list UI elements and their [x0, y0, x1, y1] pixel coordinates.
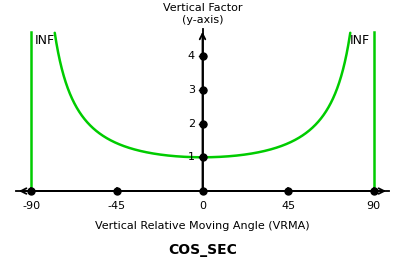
Text: Vertical Relative Moving Angle (VRMA): Vertical Relative Moving Angle (VRMA): [95, 221, 310, 232]
Text: 2: 2: [188, 118, 195, 128]
Text: 45: 45: [281, 200, 295, 211]
Text: -45: -45: [108, 200, 126, 211]
Text: 90: 90: [367, 200, 381, 211]
Text: -90: -90: [22, 200, 40, 211]
Text: 3: 3: [188, 85, 195, 95]
Text: INF: INF: [350, 34, 370, 47]
Text: 1: 1: [188, 152, 195, 162]
Text: Vertical Factor
(y-axis): Vertical Factor (y-axis): [163, 3, 242, 25]
Text: COS_SEC: COS_SEC: [168, 243, 237, 257]
Text: INF: INF: [35, 34, 55, 47]
Text: 4: 4: [188, 51, 195, 61]
Text: 0: 0: [199, 200, 206, 211]
